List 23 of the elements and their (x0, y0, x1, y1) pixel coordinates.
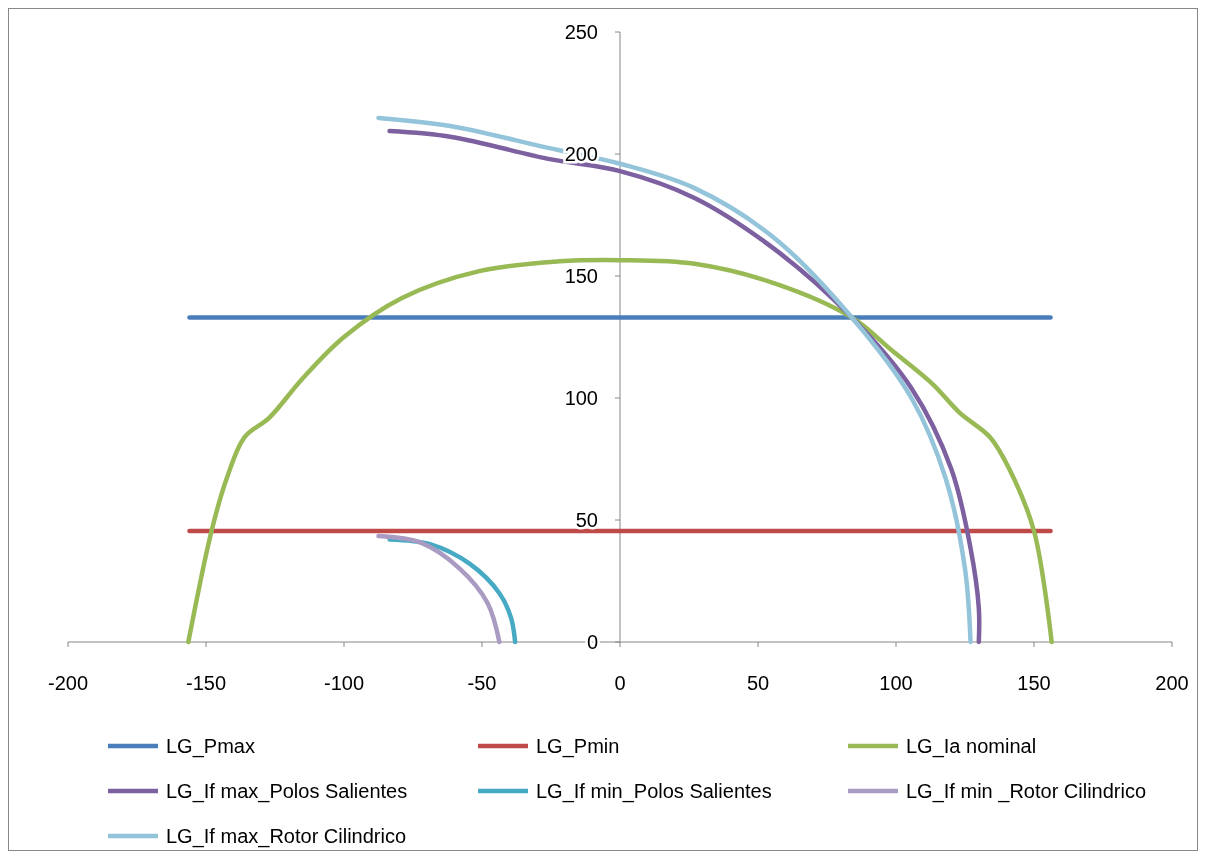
x-tick-label: 50 (746, 672, 770, 694)
legend-label: LG_If min _Rotor Cilindrico (906, 780, 1147, 803)
legend-label: LG_Pmin (536, 735, 620, 758)
x-tick-label: -200 (47, 672, 89, 694)
y-tick-label: 100 (564, 387, 598, 409)
legend-label: LG_Pmax (166, 735, 255, 758)
legend-label: LG_If min_Polos Salientes (536, 780, 772, 803)
y-tick-label: 250 (564, 21, 598, 43)
x-tick-label: 0 (614, 672, 626, 694)
y-tick-label: 50 (575, 509, 598, 531)
x-tick-label: -150 (185, 672, 227, 694)
y-tick-label: 150 (564, 265, 598, 287)
x-tick-label: -100 (323, 672, 365, 694)
legend-label: LG_If max_Rotor Cilindrico (166, 825, 407, 848)
y-tick-label: 0 (586, 631, 598, 653)
x-tick-label: 150 (1017, 672, 1051, 694)
y-tick-label: 200 (564, 143, 598, 165)
legend-label: LG_If max_Polos Salientes (166, 780, 408, 803)
x-tick-label: -50 (467, 672, 497, 694)
line-series (376, 533, 502, 645)
x-tick-label: 200 (1155, 672, 1189, 694)
x-tick-label: 100 (879, 672, 913, 694)
legend-label: LG_Ia nominal (906, 735, 1037, 758)
